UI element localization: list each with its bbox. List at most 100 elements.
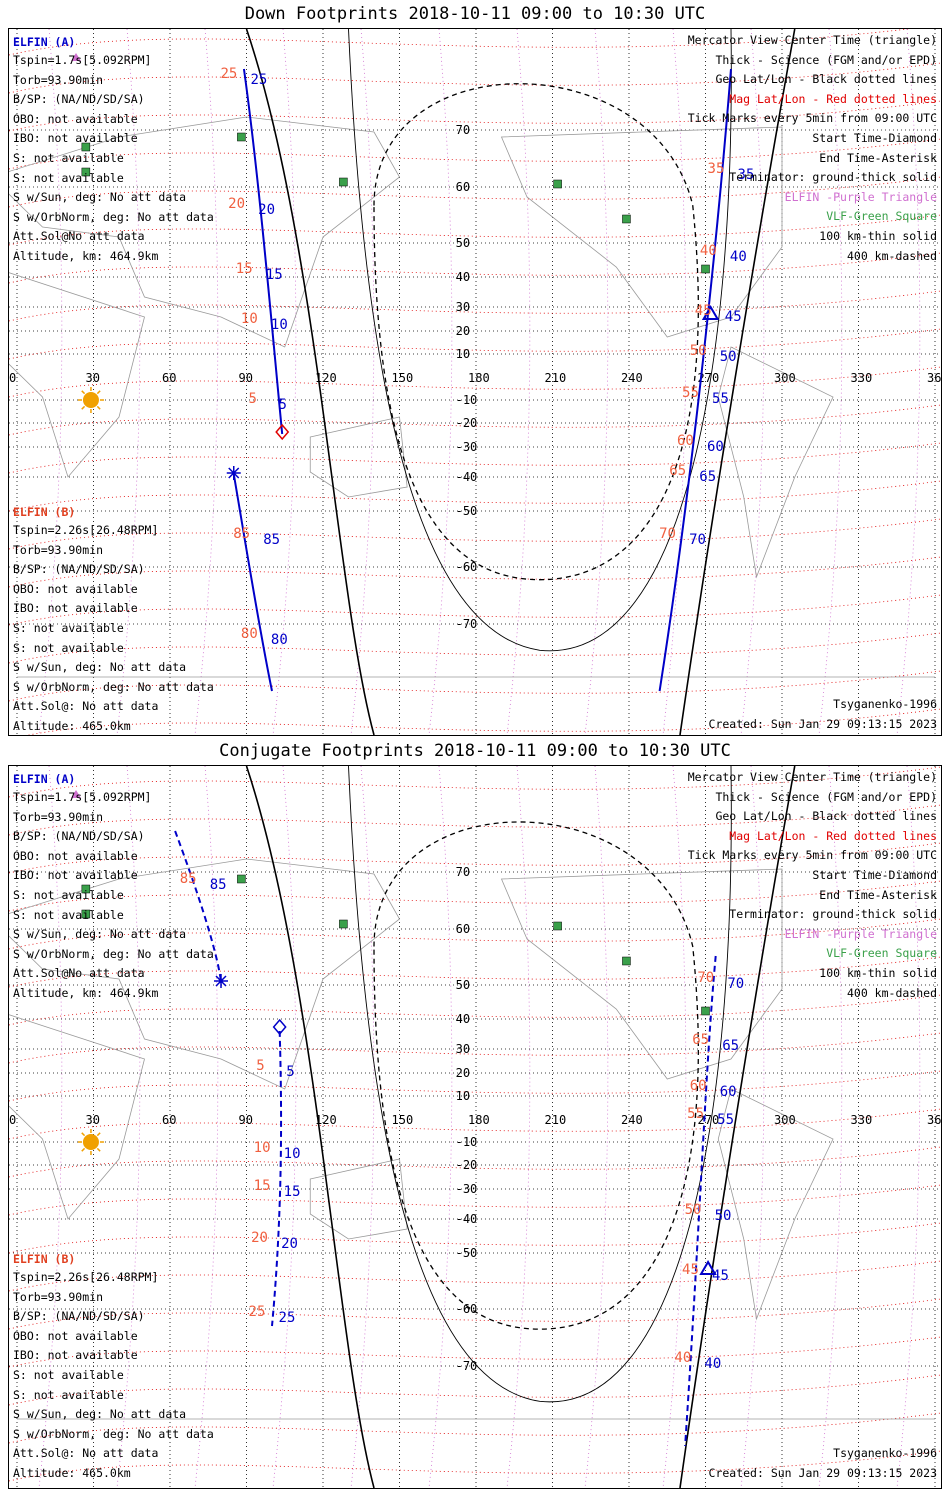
elfin-b-label: ELFIN (B) (13, 505, 76, 519)
track-tick-label-red: 25 (249, 1304, 266, 1320)
vlf-station-square-icon (701, 264, 710, 274)
ground-track-a (658, 68, 732, 692)
mag-latitude-line (9, 632, 941, 664)
mag-latitude-line (9, 62, 941, 94)
longitude-tick-label: 120 (315, 1113, 337, 1127)
latitude-tick-label: -40 (456, 470, 478, 484)
legend-item: ELFIN -Purple Triangle (784, 926, 937, 941)
mag-meridian-line (506, 29, 531, 735)
longitude-tick-label: 30 (86, 371, 100, 385)
vlf-station-square-icon (237, 874, 246, 884)
track-tick-label-blue: 5 (286, 1064, 294, 1080)
latitude-tick-label: -70 (456, 617, 478, 631)
panel-title-down: Down Footprints 2018-10-11 09:00 to 10:3… (244, 4, 706, 24)
latitude-tick-label: 40 (456, 1012, 470, 1026)
mag-meridian-line (818, 29, 843, 735)
diamond-marker-icon (272, 1018, 287, 1036)
track-tick-label-blue: 55 (717, 1112, 734, 1128)
info-line: OBO: not available (13, 848, 138, 863)
track-tick-label-red: 85 (180, 871, 197, 887)
track-tick-label-blue: 15 (284, 1184, 301, 1200)
ground-track-b (232, 473, 273, 692)
latitude-tick-label: 20 (456, 1066, 470, 1080)
latitude-tick-label: -60 (456, 560, 478, 574)
triangle-marker-icon (71, 53, 81, 61)
track-tick-label-red: 35 (708, 161, 725, 177)
mag-latitude-line (9, 214, 941, 246)
longitude-tick-label: 270 (698, 371, 720, 385)
sun-ray (96, 390, 101, 395)
longitude-tick-label: 300 (774, 1113, 796, 1127)
track-tick-label-red: 5 (249, 391, 257, 407)
info-line: Att.Sol@: No att data (13, 699, 159, 714)
info-line: S: not available (13, 1387, 124, 1402)
continent-outline (500, 126, 783, 338)
track-tick-label-red: 15 (254, 1178, 271, 1194)
longitude-tick-label: 180 (468, 1113, 490, 1127)
track-tick-label-blue: 70 (727, 976, 744, 992)
track-tick-label-red: 40 (674, 1350, 691, 1366)
info-line: OBO: not available (13, 1328, 138, 1343)
latitude-tick-label: -50 (456, 504, 478, 518)
ground-track-a (174, 830, 222, 982)
latitude-tick-label: -10 (456, 1135, 478, 1149)
info-line: IBO: not available (13, 131, 138, 146)
info-line: Altitude: 465.0km (13, 719, 131, 733)
mag-latitude-line (9, 328, 941, 360)
info-line: S: not available (13, 1368, 124, 1382)
track-tick-label-blue: 10 (284, 1146, 301, 1162)
longitude-tick-label: 150 (392, 1113, 414, 1127)
vlf-station-square-icon (81, 142, 91, 152)
legend-item: Mercator View Center Time (triangle) (687, 33, 937, 47)
track-tick-label-blue: 25 (251, 72, 268, 88)
map-frame-down: 0 30 60 90 120 150 180 210 240 270 300 330 360 70 60 50… (8, 28, 942, 736)
longitude-tick-label: 180 (468, 371, 490, 385)
mag-latitude-line (9, 29, 911, 56)
latitude-tick-label: -30 (456, 1182, 478, 1196)
longitude-tick-label: 0 (9, 1113, 16, 1127)
sun-icon (82, 1134, 99, 1150)
info-line: S: not available (13, 907, 124, 922)
mag-meridian-line (38, 29, 63, 735)
diamond-marker-icon (275, 423, 290, 441)
mag-latitude-line (9, 518, 941, 550)
track-tick-label-blue: 70 (689, 532, 706, 548)
longitude-tick-label: 150 (392, 371, 414, 385)
mag-latitude-line (9, 594, 941, 626)
info-line: S: not available (13, 640, 124, 655)
longitude-tick-label: 360 (927, 371, 941, 385)
mag-meridian-line (740, 29, 765, 735)
latitude-tick-label: 40 (456, 270, 470, 284)
mag-latitude-line (9, 1412, 941, 1444)
latitude-tick-label: 70 (456, 865, 470, 879)
longitude-tick-label: 330 (851, 1113, 873, 1127)
vlf-station-square-icon (553, 921, 562, 931)
longitude-tick-label: 300 (774, 371, 796, 385)
track-tick-label-red: 55 (687, 1106, 704, 1122)
mag-meridian-line (350, 766, 375, 1488)
mag-meridian-line (194, 766, 219, 1488)
track-tick-label-red: 50 (690, 343, 707, 359)
mag-latitude-line (9, 176, 941, 208)
legend-item: 400 km-dashed (846, 985, 937, 1000)
longitude-tick-label: 360 (927, 1113, 941, 1127)
track-tick-label-blue: 20 (281, 1236, 298, 1252)
triangle-marker-icon (699, 1260, 717, 1275)
track-tick-label-red: 45 (682, 1262, 699, 1278)
info-line: Att.Sol@: No att data (13, 1446, 159, 1461)
mag-meridian-line (584, 29, 609, 735)
info-line: S: not available (13, 151, 124, 165)
continent-outline (500, 868, 783, 1080)
vlf-station-square-icon (622, 214, 631, 224)
mag-latitude-line (9, 1108, 941, 1140)
track-tick-label-red: 50 (685, 1202, 702, 1218)
mag-latitude-line (9, 480, 941, 512)
track-tick-label-blue: 15 (266, 267, 283, 283)
info-line: S w/OrbNorm, deg: No att data (13, 946, 214, 961)
info-line: S w/Sun, deg: No att data (13, 660, 187, 675)
mag-latitude-line (9, 766, 941, 798)
track-tick-label-red: 20 (228, 196, 245, 212)
model-label: Tsyganenko-1996 (833, 1446, 937, 1460)
legend-item: Tick Marks every 5min from 09:00 UTC (687, 848, 937, 863)
track-tick-label-red: 10 (241, 311, 258, 327)
